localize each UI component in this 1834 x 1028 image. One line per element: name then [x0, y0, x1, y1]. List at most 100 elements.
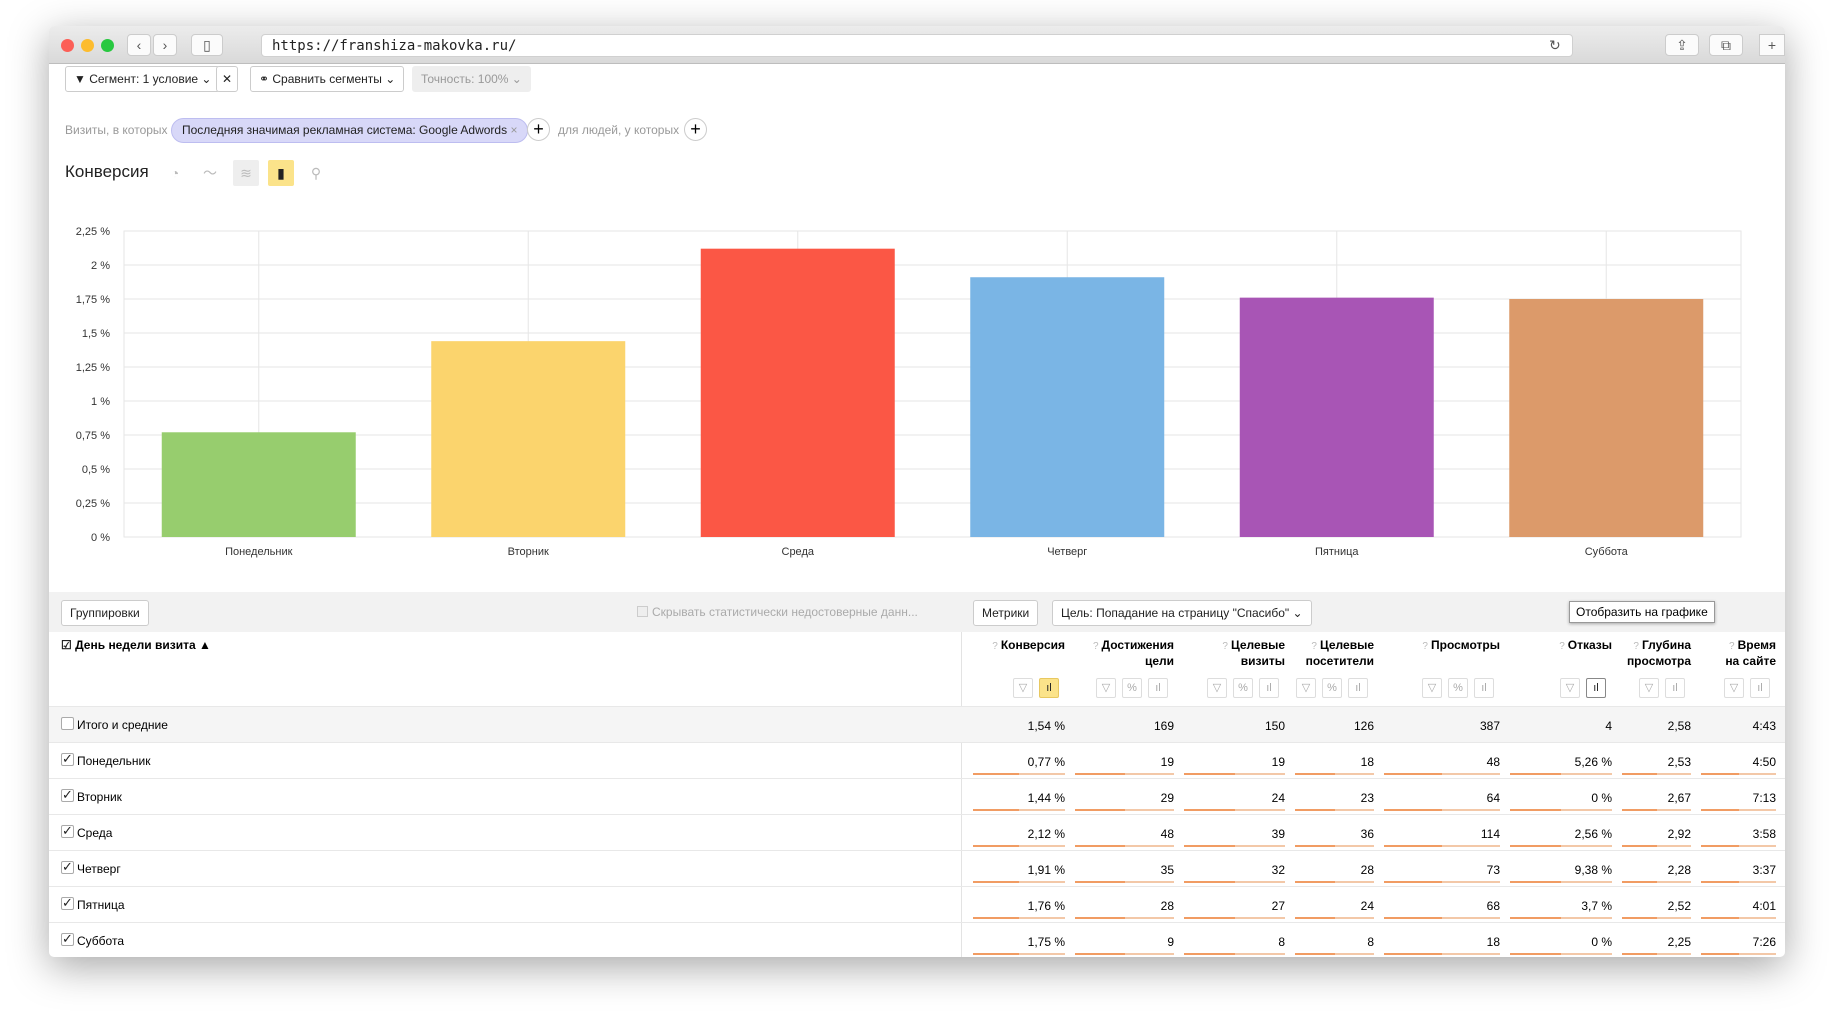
metrics-button[interactable]: Метрики	[973, 600, 1039, 626]
help-icon[interactable]: ?	[1559, 641, 1565, 652]
chart-toggle-icon[interactable]: ıl	[1474, 678, 1494, 698]
help-icon[interactable]: ?	[992, 641, 998, 652]
bar-Пятница[interactable]	[1239, 297, 1434, 537]
chart-toggle-icon[interactable]: ıl	[1586, 678, 1606, 698]
column-header[interactable]: ? Конверсия	[992, 638, 1065, 654]
y-tick-label: 2 %	[91, 260, 110, 272]
pie-chart-icon[interactable]: ◔	[170, 165, 180, 181]
percent-icon[interactable]: %	[1122, 678, 1142, 698]
row-checkbox[interactable]: ✓	[61, 787, 74, 802]
filter-icon[interactable]: ▽	[1639, 678, 1659, 698]
minimize-window-icon[interactable]	[81, 39, 94, 52]
row-label: Понедельник	[77, 754, 151, 768]
value-bar-fill	[1622, 917, 1657, 919]
line-chart-icon[interactable]: 〜	[203, 165, 217, 181]
maximize-window-icon[interactable]	[101, 39, 114, 52]
column-header[interactable]: ? Достижения цели	[1093, 638, 1174, 669]
bar-Среда[interactable]	[700, 248, 895, 537]
add-people-condition-button[interactable]: +	[684, 118, 707, 141]
table-row[interactable]: ✓ Пятница 1,76 % 28 27 24 68 3,7 % 2,52 4:01	[49, 886, 1785, 922]
goal-dropdown[interactable]: Цель: Попадание на страницу "Спасибо" ⌄	[1052, 600, 1312, 626]
add-visit-condition-button[interactable]: +	[527, 118, 550, 141]
row-checkbox[interactable]	[61, 717, 74, 730]
share-icon[interactable]: ⇪	[1665, 34, 1699, 56]
forward-button[interactable]: ›	[153, 34, 177, 56]
percent-icon[interactable]: %	[1448, 678, 1468, 698]
chart-toggle-icon[interactable]: ıl	[1148, 678, 1168, 698]
table-row[interactable]: ✓ Суббота 1,75 % 9 8 8 18 0 % 2,25 7:26	[49, 922, 1785, 957]
new-tab-icon[interactable]: +	[1759, 34, 1785, 56]
help-icon[interactable]: ?	[1422, 641, 1428, 652]
column-header[interactable]: ? Отказы	[1559, 638, 1612, 654]
cell-5: 5,26 %	[1574, 755, 1612, 769]
filter-icon[interactable]: ▽	[1724, 678, 1744, 698]
accuracy-dropdown[interactable]: Точность: 100% ⌄	[412, 66, 531, 92]
filter-icon[interactable]: ▽	[1207, 678, 1227, 698]
value-bar-fill	[1701, 773, 1739, 775]
value-bar-fill	[1295, 773, 1335, 775]
column-header[interactable]: ? Просмотры	[1422, 638, 1500, 654]
close-window-icon[interactable]	[61, 39, 74, 52]
filter-icon[interactable]: ▽	[1422, 678, 1442, 698]
filter-icon[interactable]: ▽	[1296, 678, 1316, 698]
bar-chart-icon[interactable]: ▮	[268, 160, 294, 186]
bar-Четверг[interactable]	[970, 277, 1165, 537]
column-header[interactable]: ? Глубина просмотра	[1627, 638, 1691, 669]
segment-clear-button[interactable]: ✕	[216, 66, 239, 92]
column-header[interactable]: ? Целевые посетители	[1306, 638, 1374, 669]
dimension-header[interactable]: ☑ День недели визита ▲	[61, 638, 211, 652]
reload-icon[interactable]: ↻	[1549, 37, 1561, 53]
segment-dropdown[interactable]: ▼ Сегмент: 1 условие ⌄	[65, 66, 221, 92]
help-icon[interactable]: ?	[1633, 641, 1639, 652]
area-chart-icon[interactable]: ≋	[233, 160, 259, 186]
compare-segments-dropdown[interactable]: ⚭ Сравнить сегменты ⌄	[250, 66, 405, 92]
value-bar-fill	[973, 809, 1019, 811]
table-row[interactable]: ✓ Четверг 1,91 % 35 32 28 73 9,38 % 2,28 3:37	[49, 850, 1785, 886]
column-header[interactable]: ? Время на сайте	[1725, 638, 1776, 669]
value-bar-fill	[1701, 809, 1739, 811]
row-checkbox[interactable]: ✓	[61, 895, 74, 910]
value-bar-track	[973, 773, 1065, 775]
chart-toggle-icon[interactable]: ıl	[1039, 678, 1059, 698]
help-icon[interactable]: ?	[1092, 641, 1099, 652]
help-icon[interactable]: ?	[1729, 641, 1735, 652]
help-icon[interactable]: ?	[1311, 641, 1317, 652]
row-checkbox[interactable]: ✓	[61, 931, 74, 946]
bar-Вторник[interactable]	[431, 341, 626, 537]
percent-icon[interactable]: %	[1233, 678, 1253, 698]
column-header[interactable]: ? Целевые визиты	[1222, 638, 1285, 669]
filter-icon[interactable]: ▽	[1560, 678, 1580, 698]
help-icon[interactable]: ?	[1222, 641, 1228, 652]
groupings-button[interactable]: Группировки	[61, 600, 149, 626]
chart-toggle-icon[interactable]: ıl	[1665, 678, 1685, 698]
value-bar-track	[1510, 809, 1612, 811]
row-checkbox[interactable]: ✓	[61, 823, 74, 838]
bar-Суббота[interactable]	[1509, 299, 1704, 537]
bar-Понедельник[interactable]	[161, 432, 356, 537]
filter-icon[interactable]: ▽	[1013, 678, 1033, 698]
row-checkbox[interactable]: ✓	[61, 859, 74, 874]
filter-icon[interactable]: ▽	[1096, 678, 1116, 698]
row-checkbox[interactable]: ✓	[61, 751, 74, 766]
cell-5: 9,38 %	[1574, 863, 1612, 877]
back-button[interactable]: ‹	[127, 34, 151, 56]
percent-icon[interactable]: %	[1322, 678, 1342, 698]
sidebar-icon[interactable]: ▯	[191, 34, 223, 56]
chart-toggle-icon[interactable]: ıl	[1348, 678, 1368, 698]
remove-chip-icon[interactable]: ×	[510, 123, 518, 137]
url-bar[interactable]: https://franshiza-makovka.ru/	[261, 34, 1573, 57]
filter-chip[interactable]: Последняя значимая рекламная система: Go…	[171, 118, 529, 143]
table-row[interactable]: ✓ Среда 2,12 % 48 39 36 114 2,56 % 2,92 3:58	[49, 814, 1785, 850]
cell-2: 8	[1278, 935, 1285, 949]
value-bar-fill	[1295, 809, 1335, 811]
table-row[interactable]: ✓ Понедельник 0,77 % 19 19 18 48 5,26 % 2,53 4:50	[49, 742, 1785, 778]
tabs-icon[interactable]: ⧉	[1709, 34, 1743, 56]
table-row[interactable]: Итого и средние 1,54 % 169 150 126 387 4 2,58 4:…	[49, 706, 1785, 742]
value-bar-track	[1701, 845, 1776, 847]
table-row[interactable]: ✓ Вторник 1,44 % 29 24 23 64 0 % 2,67 7:13	[49, 778, 1785, 814]
chart-toggle-icon[interactable]: ıl	[1259, 678, 1279, 698]
value-bar-fill	[1510, 953, 1561, 955]
hide-unreliable-checkbox[interactable]: Скрывать статистически недостоверные дан…	[637, 605, 918, 619]
chart-toggle-icon[interactable]: ıl	[1750, 678, 1770, 698]
map-icon[interactable]: ⚲	[310, 165, 322, 181]
